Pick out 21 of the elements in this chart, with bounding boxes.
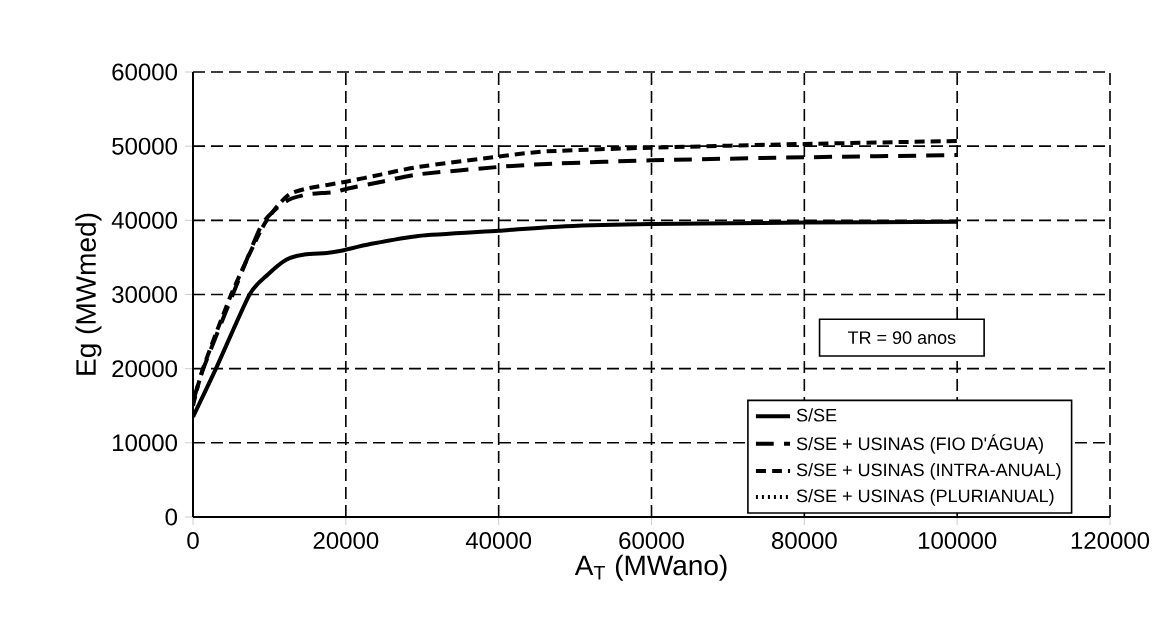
legend-label: S/SE + USINAS (INTRA-ANUAL) (796, 462, 1061, 480)
x-tick-label: 100000 (918, 532, 997, 550)
legend-label: S/SE (796, 408, 837, 422)
x-tick-label: 20000 (313, 532, 379, 550)
y-tick-label: 30000 (112, 286, 177, 303)
annotation: TR = 90 anos (847, 331, 956, 344)
y-tick-label: 0 (165, 508, 178, 526)
legend-label: S/SE + USINAS (FIO D'ÁGUA) (796, 434, 1043, 454)
x-tick-label: 120000 (1071, 532, 1150, 550)
y-tick-label: 50000 (112, 137, 177, 155)
y-tick-label: 10000 (113, 434, 177, 452)
y-tick-label: 60000 (112, 63, 177, 81)
x-tick-label: 40000 (465, 532, 532, 550)
y-tick-label: 20000 (112, 360, 177, 378)
legend-label: S/SE + USINAS (PLURIANUAL) (796, 489, 1054, 506)
x-tick-label: 80000 (772, 532, 837, 550)
y-tick-label: 40000 (111, 211, 177, 229)
y-axis-title: Eg (MWmed) (75, 213, 102, 375)
x-tick-label: 0 (187, 532, 199, 550)
x-axis-title: A$_{T}$ (MWano) (574, 554, 727, 581)
x-tick-label: 60000 (619, 532, 684, 550)
